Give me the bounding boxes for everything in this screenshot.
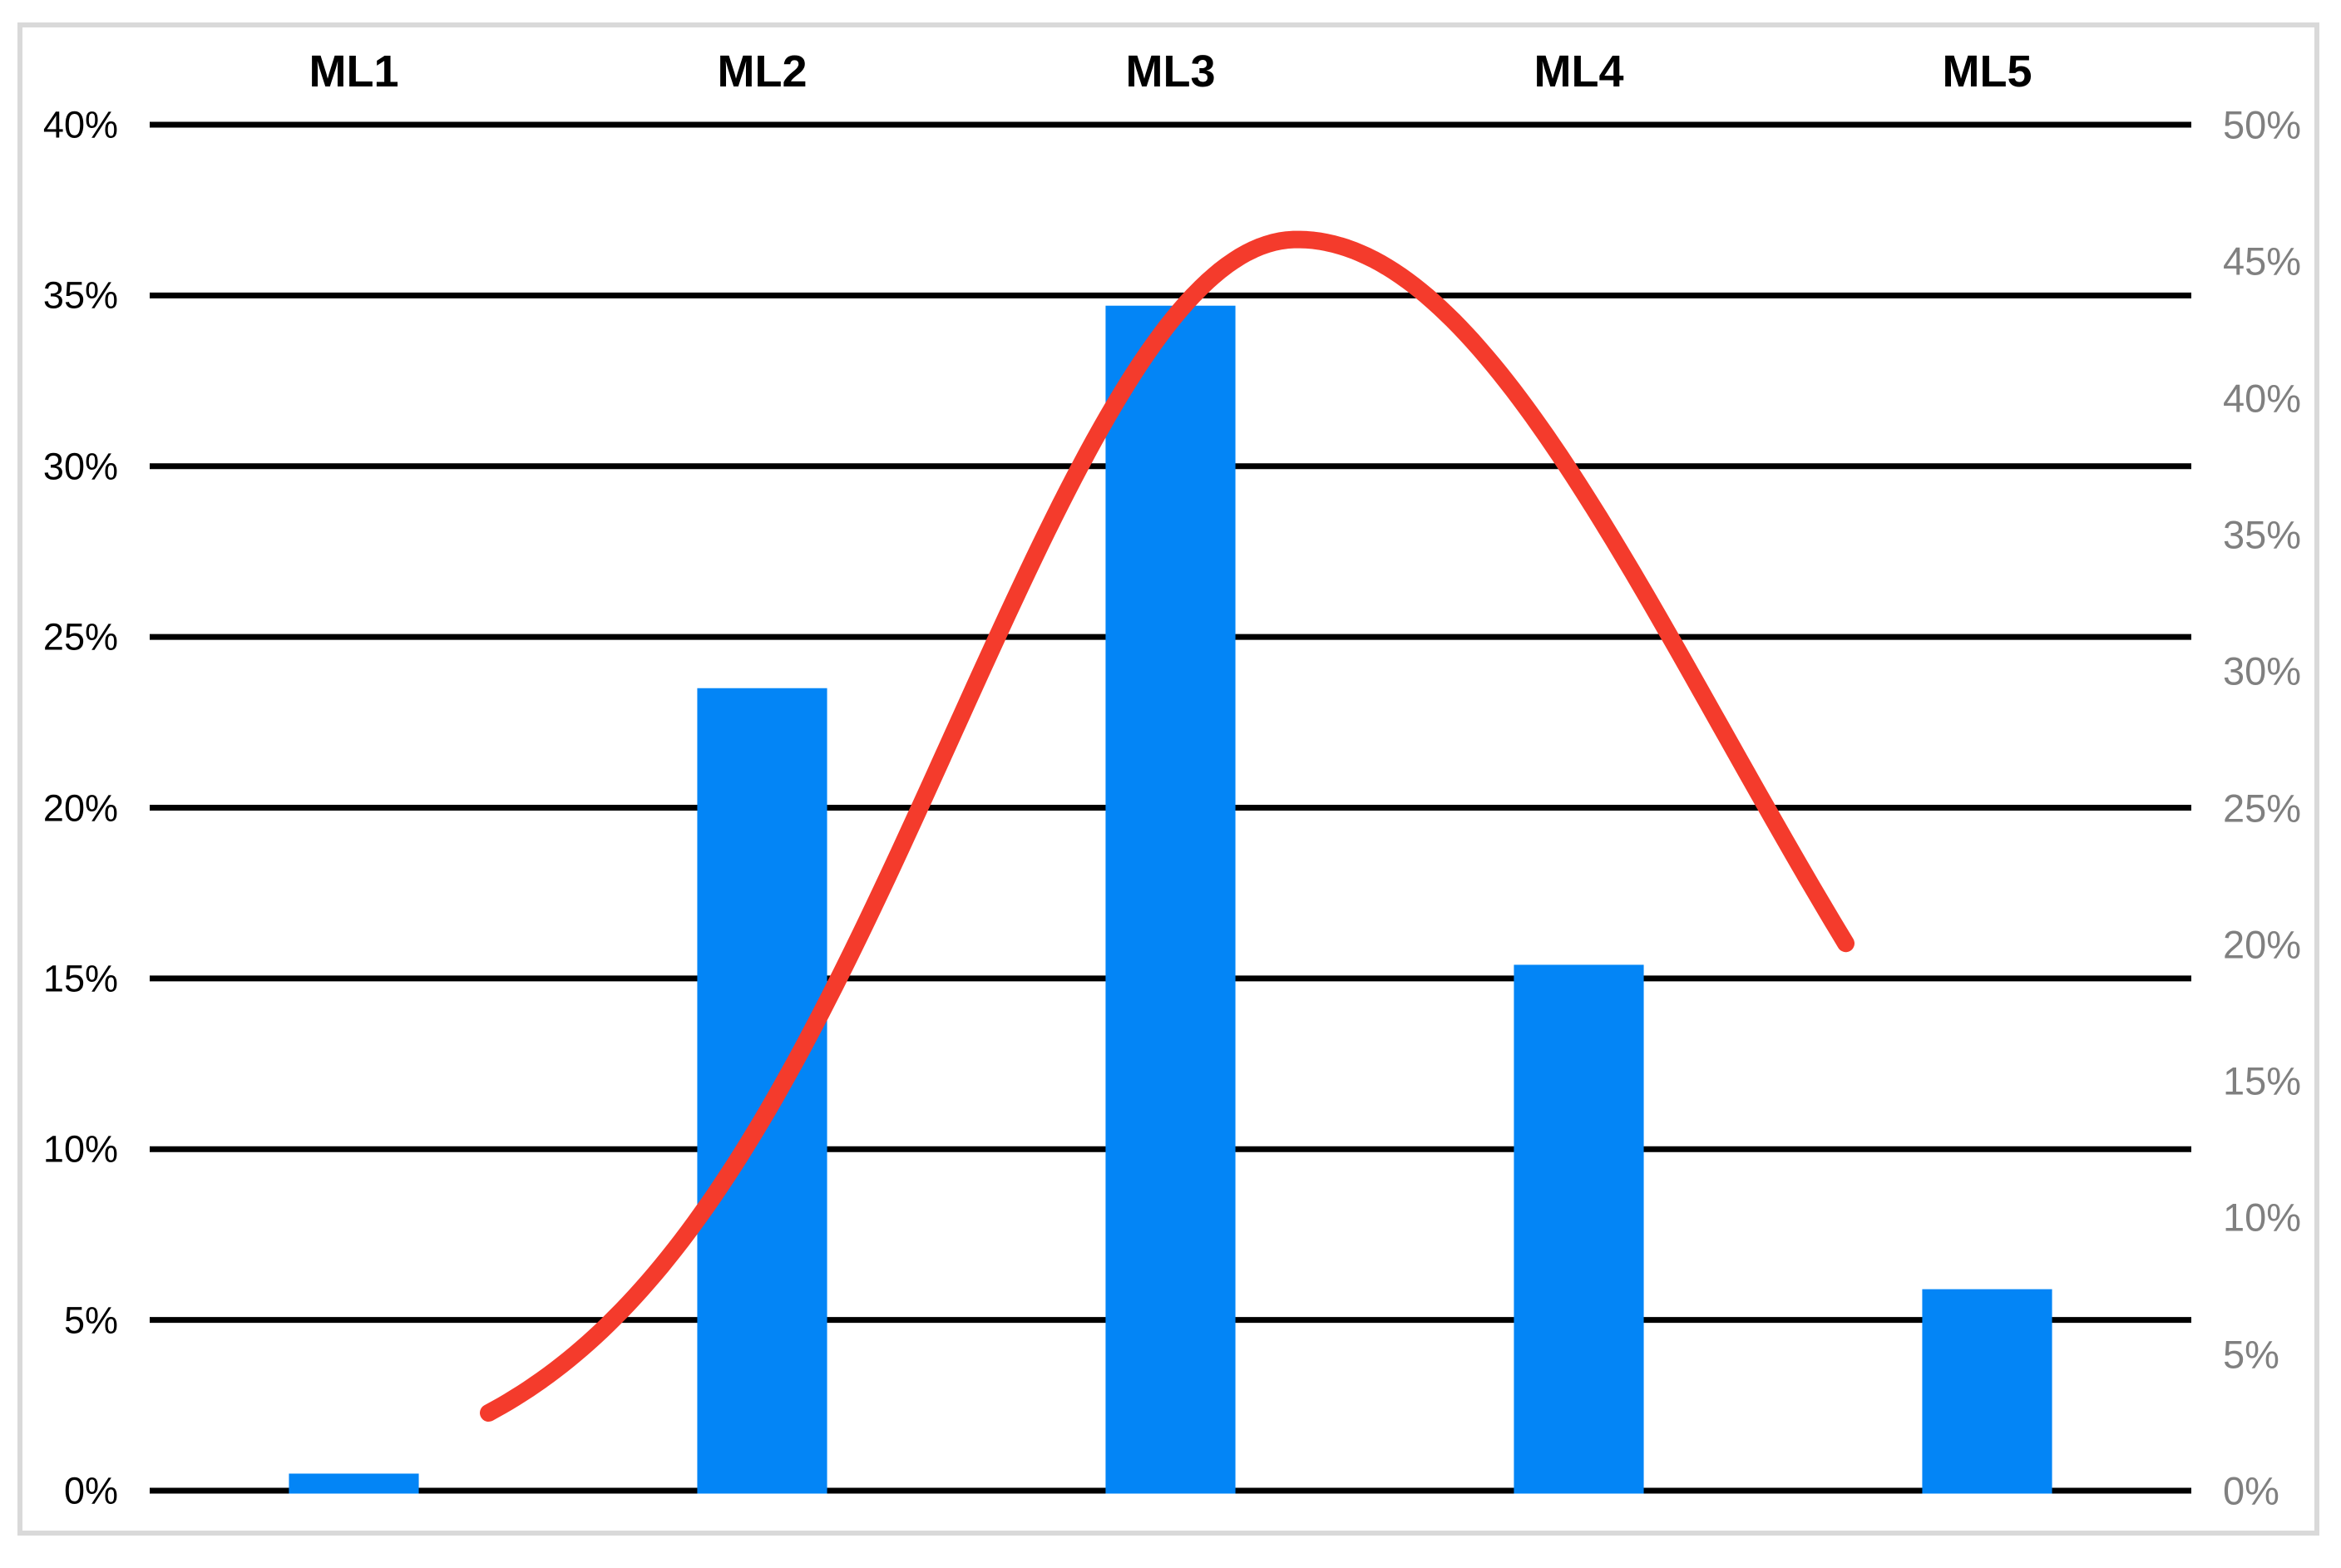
right-axis-tick: 25% xyxy=(2223,786,2302,830)
bar-ml2 xyxy=(697,688,827,1494)
left-axis-tick: 30% xyxy=(42,445,118,488)
right-axis-tick: 50% xyxy=(2223,102,2302,147)
right-axis-tick: 20% xyxy=(2223,922,2302,967)
category-label-ml3: ML3 xyxy=(1125,47,1216,96)
category-label-ml2: ML2 xyxy=(717,47,807,96)
bar-ml1 xyxy=(289,1473,419,1494)
left-axis-tick: 20% xyxy=(42,786,118,829)
left-axis-tick: 15% xyxy=(42,957,118,1000)
right-axis-tick: 5% xyxy=(2223,1332,2279,1377)
right-axis-tick: 0% xyxy=(2223,1468,2279,1513)
left-axis-tick: 0% xyxy=(63,1469,118,1512)
bar-ml4 xyxy=(1514,964,1644,1494)
category-label-ml1: ML1 xyxy=(309,47,399,96)
bar-ml5 xyxy=(1922,1289,2052,1494)
bar-ml3 xyxy=(1105,305,1236,1494)
right-axis-tick: 35% xyxy=(2223,512,2302,557)
chart-frame-border xyxy=(17,22,2319,1536)
right-axis-tick: 15% xyxy=(2223,1058,2302,1103)
right-axis-tick: 10% xyxy=(2223,1195,2302,1240)
left-axis-tick: 5% xyxy=(63,1299,118,1342)
left-axis-tick: 35% xyxy=(42,274,118,317)
category-label-ml4: ML4 xyxy=(1534,47,1624,96)
left-axis-tick: 40% xyxy=(42,103,118,146)
benchmark-curve-line xyxy=(480,230,1855,1422)
left-axis-tick: 10% xyxy=(42,1127,118,1171)
right-axis-tick: 45% xyxy=(2223,239,2302,284)
category-label-ml5: ML5 xyxy=(1942,47,2032,96)
left-axis-tick: 25% xyxy=(42,615,118,658)
right-axis-tick: 40% xyxy=(2223,376,2302,421)
right-axis-tick: 30% xyxy=(2223,648,2302,693)
